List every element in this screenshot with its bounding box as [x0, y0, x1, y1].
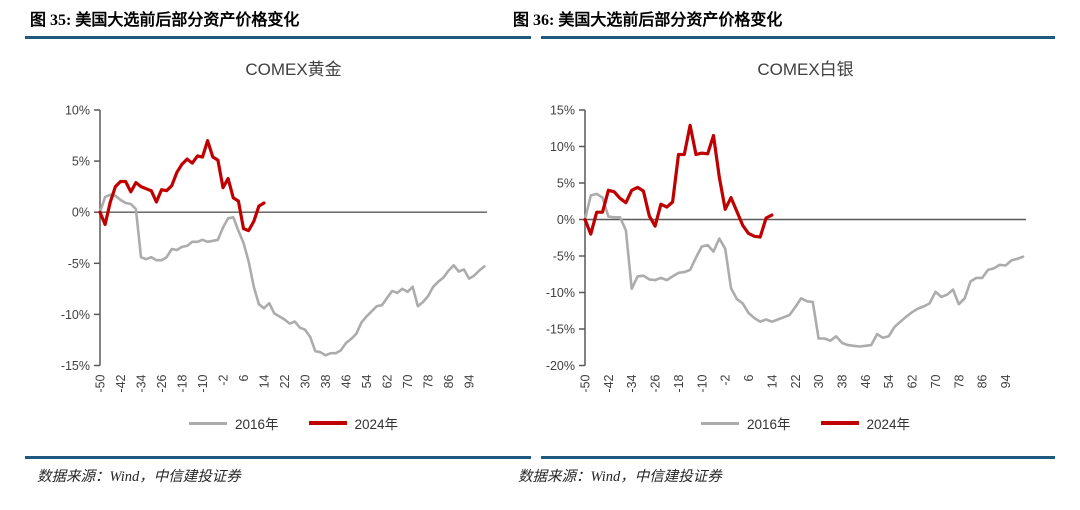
figure35-source: 数据来源：Wind，中信建投证券 [37, 469, 241, 485]
x-tick-label: -2 [719, 374, 733, 385]
x-tick-label: 14 [258, 374, 272, 388]
figure35-footer-rule [25, 456, 531, 459]
legend-swatch-2024-icon [308, 421, 347, 425]
y-tick-label: 5% [72, 155, 90, 169]
x-tick-label: 70 [929, 374, 943, 388]
line-chart-comex-silver: 15%10%5%0%-5%-10%-15%-20%-50 -42 -34 -26 -18… [546, 104, 1026, 393]
chart-legend-silver: 2016年 2024年 [585, 412, 1026, 434]
x-tick-label: -2 [217, 374, 231, 385]
figure35-header-rule [25, 36, 531, 39]
x-tick-label: -50 [579, 374, 593, 392]
x-tick-label: 22 [278, 374, 292, 388]
legend-item-2024: 2024年 [308, 413, 399, 433]
x-tick-label: 54 [360, 374, 374, 388]
legend-label-2024: 2024年 [354, 417, 399, 432]
y-tick-label: -10% [546, 286, 575, 300]
y-tick-label: -20% [546, 359, 575, 373]
series-line-2016年 [583, 192, 1025, 348]
series-line-2016年 [98, 193, 486, 357]
figure35-caption: 图 35: 美国大选前后部分资产价格变化 [30, 12, 300, 29]
legend-label-2016: 2016年 [746, 417, 791, 432]
x-tick-label: 62 [906, 374, 920, 388]
legend-label-2016: 2016年 [234, 417, 279, 432]
figure36-footer-rule [541, 456, 1055, 459]
x-tick-label: -10 [695, 374, 709, 392]
x-tick-label: 38 [836, 374, 850, 388]
x-tick-label: 14 [765, 374, 779, 388]
x-tick-label: 86 [976, 374, 990, 388]
figure36-source: 数据来源：Wind，中信建投证券 [518, 469, 722, 485]
series-line-2024年 [98, 139, 266, 233]
x-tick-label: -34 [135, 374, 149, 392]
x-tick-label: 78 [952, 374, 966, 388]
y-tick-label: -5% [553, 250, 575, 264]
legend-label-2024: 2024年 [866, 417, 911, 432]
x-tick-label: -50 [94, 374, 108, 392]
x-tick-label: -18 [176, 374, 190, 392]
x-tick-label: -26 [155, 374, 169, 392]
y-tick-label: 5% [557, 177, 575, 191]
x-tick-label: 94 [463, 374, 477, 388]
legend-swatch-2016-icon [188, 421, 227, 425]
y-tick-label: 10% [550, 140, 575, 154]
chart-title-comex-gold: COMEX黄金 [245, 60, 342, 79]
x-tick-label: -26 [649, 374, 663, 392]
legend-swatch-2024-icon [820, 421, 859, 425]
x-tick-label: -42 [114, 374, 128, 392]
x-tick-label: 22 [789, 374, 803, 388]
y-tick-label: -15% [546, 323, 575, 337]
series-line-2024年 [583, 123, 774, 239]
x-tick-label: 62 [381, 374, 395, 388]
chart-title-comex-silver: COMEX白银 [757, 60, 854, 79]
legend-item-2016: 2016年 [700, 413, 791, 433]
x-tick-label: 54 [882, 374, 896, 388]
figure36-caption: 图 36: 美国大选前后部分资产价格变化 [513, 12, 783, 29]
legend-item-2016: 2016年 [188, 413, 279, 433]
figure36-header-rule [541, 36, 1055, 39]
chart-legend-gold: 2016年 2024年 [100, 412, 487, 434]
y-tick-label: 10% [65, 104, 90, 118]
x-tick-label: 46 [859, 374, 873, 388]
x-tick-label: 46 [340, 374, 354, 388]
y-tick-label: -10% [61, 308, 90, 322]
x-tick-label: 86 [442, 374, 456, 388]
x-tick-label: -42 [602, 374, 616, 392]
y-tick-label: -5% [68, 257, 90, 271]
x-tick-label: 70 [401, 374, 415, 388]
x-tick-label: -10 [196, 374, 210, 392]
legend-item-2024: 2024年 [820, 413, 911, 433]
y-tick-label: 0% [557, 213, 575, 227]
y-tick-label: -15% [61, 359, 90, 373]
x-tick-label: 94 [999, 374, 1013, 388]
line-chart-comex-gold: 10%5%0%-5%-10%-15%-50 -42 -34 -26 -18 -10 -2 6 1… [61, 104, 487, 393]
legend-swatch-2016-icon [700, 421, 739, 425]
x-tick-label: 6 [742, 374, 756, 381]
x-tick-label: 30 [812, 374, 826, 388]
x-tick-label: 30 [299, 374, 313, 388]
y-tick-label: 0% [72, 206, 90, 220]
x-tick-label: -34 [625, 374, 639, 392]
x-tick-label: 38 [319, 374, 333, 388]
x-tick-label: -18 [672, 374, 686, 392]
x-tick-label: 6 [237, 374, 251, 381]
x-tick-label: 78 [422, 374, 436, 388]
y-tick-label: 15% [550, 104, 575, 118]
